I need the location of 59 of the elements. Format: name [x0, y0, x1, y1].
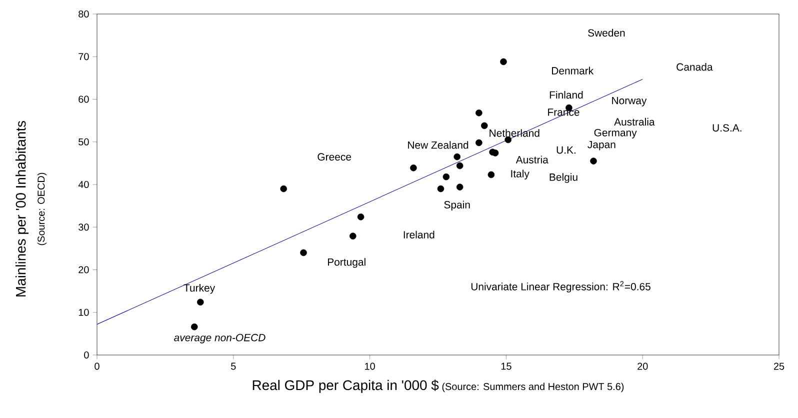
annotation: Norway	[612, 96, 647, 106]
annotation: Italy	[511, 170, 530, 180]
y-tick-label: 20	[78, 266, 89, 274]
annotation: Japan	[588, 140, 616, 150]
y-tick-label: 10	[78, 308, 89, 316]
x-tick-label: 25	[774, 362, 784, 370]
annotation: Finland	[550, 90, 583, 99]
point	[476, 110, 482, 116]
y-axis-title: Mainlines per '00 Inhabitants	[15, 120, 28, 296]
point	[456, 184, 464, 190]
point	[480, 122, 488, 130]
annotation: Austria	[516, 156, 548, 164]
point	[454, 153, 460, 160]
annotation: Germany	[594, 128, 637, 138]
y-tick-label: 80	[78, 10, 89, 18]
point	[456, 162, 464, 170]
x-tick-label: 10	[365, 362, 375, 370]
annotation: Sweden	[588, 28, 625, 37]
annotation: Turkey	[184, 284, 216, 294]
y-tick-label: 40	[78, 180, 89, 188]
point	[437, 185, 444, 192]
annotation: Belgiu	[550, 173, 578, 183]
point	[197, 298, 204, 306]
point	[476, 139, 482, 146]
point	[191, 323, 198, 330]
text: (Source: OECD)	[37, 172, 47, 246]
y-tick-label: 60	[78, 96, 89, 103]
annotation: average non-OECD	[174, 334, 266, 344]
point	[488, 171, 495, 178]
annotation: Greece	[318, 153, 352, 161]
point	[442, 173, 450, 180]
annotation: Australia	[614, 118, 655, 126]
annotation: Ireland	[404, 230, 434, 238]
point	[350, 232, 356, 240]
annotation: Spain	[444, 200, 470, 211]
point	[410, 164, 417, 172]
y-tick-label: 70	[78, 53, 89, 60]
y-tick-label: 0	[84, 351, 89, 359]
x-tick-label: 0	[94, 362, 100, 370]
annotation: Denmark	[552, 66, 594, 74]
x-tick-label: 20	[638, 362, 648, 370]
annotation: U.K.	[556, 146, 576, 154]
annotation: New Zealand	[408, 141, 468, 149]
x-axis-title: Real GDP per Capita in '000 $	[252, 380, 439, 393]
point	[500, 58, 507, 66]
point	[357, 214, 364, 220]
x-tick-label: 5	[231, 362, 236, 370]
annotation: U.S.A.	[712, 124, 742, 132]
annotation: Canada	[676, 63, 713, 71]
y-tick-label: 30	[78, 224, 89, 231]
point	[590, 158, 597, 164]
point	[280, 185, 287, 192]
annotation: Univariate Linear Regression: R$^{2}$=0.65	[471, 281, 650, 292]
y-tick-label: 50	[78, 138, 89, 146]
point	[300, 249, 307, 256]
text: (Source: Summers and Heston PWT 5.6)	[442, 382, 624, 392]
x-tick-label: 15	[501, 362, 512, 370]
point	[492, 150, 499, 156]
annotation: Portugal	[328, 258, 366, 268]
